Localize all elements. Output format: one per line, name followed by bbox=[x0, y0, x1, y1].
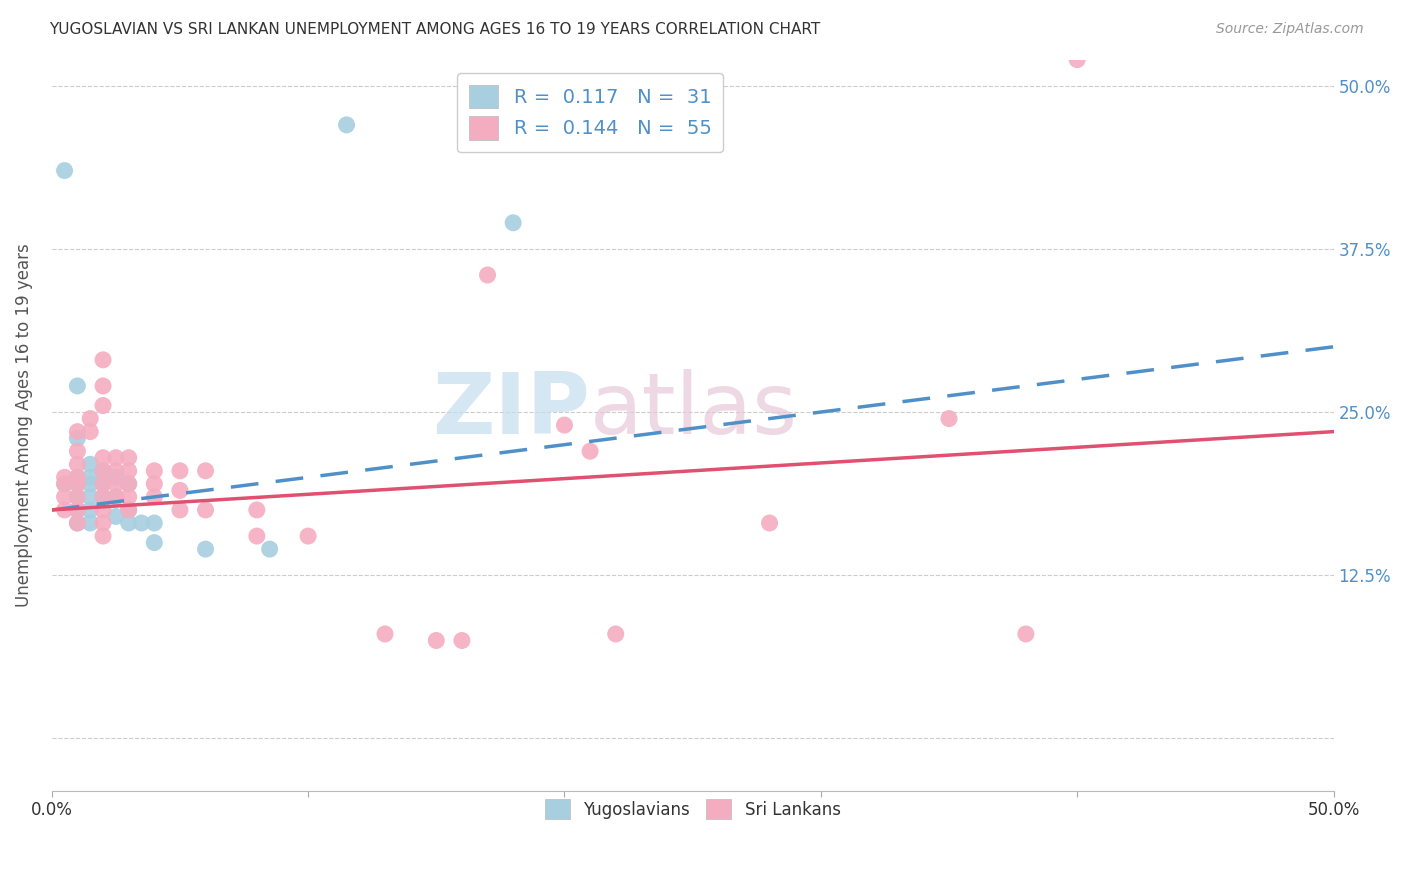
Point bbox=[194, 464, 217, 478]
Point bbox=[91, 379, 114, 393]
Point bbox=[91, 516, 114, 530]
Point bbox=[66, 431, 89, 445]
Point bbox=[91, 450, 114, 465]
Point bbox=[91, 476, 114, 491]
Point bbox=[104, 476, 127, 491]
Point bbox=[91, 503, 114, 517]
Point bbox=[91, 464, 114, 478]
Point bbox=[53, 490, 76, 504]
Legend: Yugoslavians, Sri Lankans: Yugoslavians, Sri Lankans bbox=[538, 792, 848, 826]
Point bbox=[758, 516, 780, 530]
Point bbox=[53, 163, 76, 178]
Point bbox=[66, 457, 89, 471]
Point bbox=[91, 399, 114, 413]
Point bbox=[53, 476, 76, 491]
Point bbox=[66, 503, 89, 517]
Point bbox=[143, 476, 166, 491]
Point bbox=[79, 411, 101, 425]
Text: ZIP: ZIP bbox=[432, 369, 591, 452]
Point bbox=[53, 476, 76, 491]
Point bbox=[118, 464, 141, 478]
Point bbox=[374, 627, 396, 641]
Point bbox=[605, 627, 627, 641]
Point bbox=[297, 529, 319, 543]
Point bbox=[79, 470, 101, 484]
Point bbox=[143, 516, 166, 530]
Point bbox=[91, 352, 114, 367]
Point bbox=[66, 516, 89, 530]
Point bbox=[1015, 627, 1038, 641]
Point bbox=[143, 535, 166, 549]
Point bbox=[246, 529, 269, 543]
Point bbox=[579, 444, 602, 458]
Point bbox=[118, 476, 141, 491]
Point bbox=[66, 379, 89, 393]
Y-axis label: Unemployment Among Ages 16 to 19 years: Unemployment Among Ages 16 to 19 years bbox=[15, 244, 32, 607]
Point bbox=[169, 464, 191, 478]
Point bbox=[131, 516, 153, 530]
Point bbox=[169, 483, 191, 498]
Point bbox=[194, 503, 217, 517]
Point bbox=[194, 542, 217, 557]
Point bbox=[143, 464, 166, 478]
Point bbox=[66, 490, 89, 504]
Point bbox=[335, 118, 357, 132]
Point bbox=[118, 503, 141, 517]
Point bbox=[104, 464, 127, 478]
Point bbox=[79, 490, 101, 504]
Point bbox=[91, 490, 114, 504]
Point bbox=[79, 425, 101, 439]
Point bbox=[259, 542, 281, 557]
Point bbox=[246, 503, 269, 517]
Point bbox=[1066, 53, 1088, 67]
Point bbox=[79, 457, 101, 471]
Point bbox=[66, 503, 89, 517]
Point bbox=[143, 490, 166, 504]
Text: atlas: atlas bbox=[591, 369, 799, 452]
Point bbox=[66, 476, 89, 491]
Point bbox=[118, 503, 141, 517]
Point bbox=[91, 464, 114, 478]
Point bbox=[451, 633, 474, 648]
Text: Source: ZipAtlas.com: Source: ZipAtlas.com bbox=[1216, 22, 1364, 37]
Point bbox=[53, 503, 76, 517]
Point bbox=[169, 503, 191, 517]
Point bbox=[118, 476, 141, 491]
Point bbox=[66, 490, 89, 504]
Point bbox=[66, 444, 89, 458]
Point bbox=[938, 411, 960, 425]
Point bbox=[79, 503, 101, 517]
Point bbox=[477, 268, 499, 282]
Point bbox=[104, 470, 127, 484]
Point bbox=[66, 476, 89, 491]
Point bbox=[91, 529, 114, 543]
Point bbox=[104, 490, 127, 504]
Point bbox=[66, 470, 89, 484]
Point bbox=[118, 490, 141, 504]
Point bbox=[104, 509, 127, 524]
Point bbox=[66, 470, 89, 484]
Point bbox=[118, 516, 141, 530]
Point bbox=[425, 633, 447, 648]
Point bbox=[502, 216, 524, 230]
Point bbox=[553, 418, 575, 433]
Point bbox=[66, 425, 89, 439]
Point bbox=[53, 470, 76, 484]
Point bbox=[79, 516, 101, 530]
Text: YUGOSLAVIAN VS SRI LANKAN UNEMPLOYMENT AMONG AGES 16 TO 19 YEARS CORRELATION CHA: YUGOSLAVIAN VS SRI LANKAN UNEMPLOYMENT A… bbox=[49, 22, 821, 37]
Point bbox=[79, 476, 101, 491]
Point bbox=[66, 516, 89, 530]
Point bbox=[104, 490, 127, 504]
Point bbox=[118, 450, 141, 465]
Point bbox=[91, 476, 114, 491]
Point bbox=[91, 490, 114, 504]
Point bbox=[104, 450, 127, 465]
